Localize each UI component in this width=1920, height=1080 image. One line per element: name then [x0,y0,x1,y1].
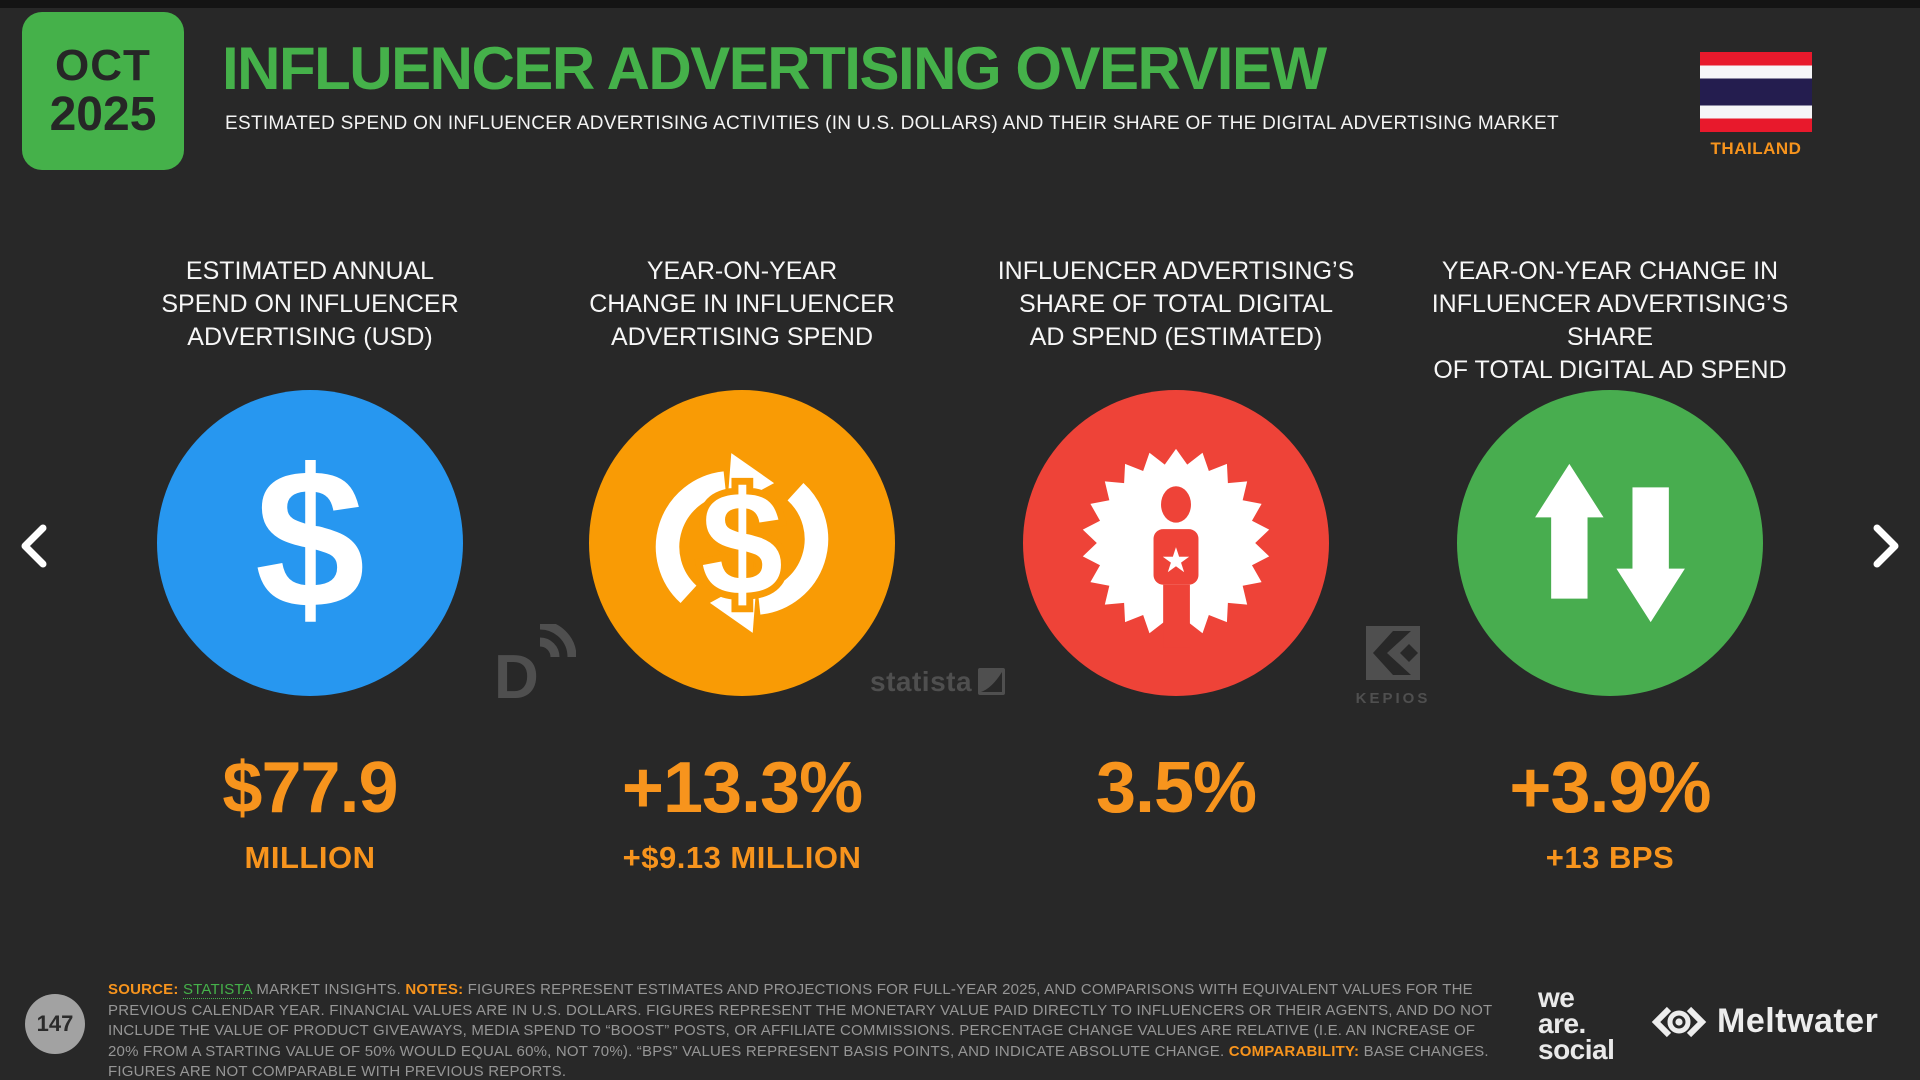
stat-column-yoy-share-change: YEAR-ON-YEAR CHANGE IN INFLUENCER ADVERT… [1390,255,1830,935]
svg-text:$: $ [701,461,783,626]
datareportal-watermark-icon: D [494,620,577,712]
stat-label: YEAR-ON-YEAR CHANGE IN INFLUENCER ADVERT… [589,257,895,351]
source-link-statista[interactable]: STATISTA [182,981,253,999]
stat-value: +3.9% [1509,748,1711,828]
stat-value: $77.9 [222,748,398,828]
page-subtitle: ESTIMATED SPEND ON INFLUENCER ADVERTISIN… [225,113,1559,134]
kepios-logo-icon [1366,626,1420,680]
footer-notes: SOURCE: STATISTA MARKET INSIGHTS. NOTES:… [108,980,1508,1080]
dollar-cycle-icon: $ [589,390,895,696]
stat-value: 3.5% [1095,748,1257,828]
statista-watermark-text: statista [870,666,973,697]
stat-subvalue: +$9.13 MILLION [622,840,862,875]
comparability-text: BASE CHANGES. FIGURES ARE NOT COMPARABLE… [108,1042,1489,1080]
statista-logo-icon [978,668,1006,695]
kepios-watermark: KEPIOS [1352,626,1434,707]
stat-label: YEAR-ON-YEAR CHANGE IN INFLUENCER ADVERT… [1431,257,1789,384]
page-title: INFLUENCER ADVERTISING OVERVIEW [222,35,1327,102]
source-label: SOURCE: [108,981,183,998]
person-badge-icon: ★ [1023,390,1329,696]
source-after: MARKET INSIGHTS. [252,981,406,998]
date-badge: OCT 2025 [22,12,184,170]
kepios-watermark-text: KEPIOS [1355,690,1431,707]
page-number-badge: 147 [25,994,85,1054]
comparability-label: COMPARABILITY: [1228,1042,1364,1060]
stat-label: ESTIMATED ANNUAL SPEND ON INFLUENCER ADV… [161,257,459,351]
stat-subvalue: MILLION [244,840,376,875]
country-label: THAILAND [1710,139,1802,158]
chevron-left-icon [21,524,47,568]
badge-month: OCT [55,41,151,90]
stat-column-share-of-ad-spend: INFLUENCER ADVERTISING’S SHARE OF TOTAL … [956,255,1396,935]
meltwater-logo-text: Meltwater [1717,1002,1879,1040]
thailand-flag-icon [1700,52,1812,132]
meltwater-logo-icon [1651,1006,1707,1037]
next-slide-button[interactable] [1872,523,1902,569]
up-down-arrows-icon [1457,390,1763,696]
stat-column-annual-spend: ESTIMATED ANNUAL SPEND ON INFLUENCER ADV… [90,255,530,935]
stat-value: +13.3% [621,748,863,828]
stat-label: INFLUENCER ADVERTISING’S SHARE OF TOTAL … [997,257,1355,351]
chevron-right-icon [1873,524,1899,568]
dollar-icon: $ [157,390,463,696]
svg-text:★: ★ [1161,541,1192,581]
stat-column-yoy-spend-change: YEAR-ON-YEAR CHANGE IN INFLUENCER ADVERT… [522,255,962,935]
statista-watermark: statista [870,666,1006,697]
meltwater-logo: Meltwater [1650,1002,1878,1041]
top-strip [0,0,1920,8]
we-are-social-logo: we are. social [1538,982,1615,1065]
stat-subvalue: +13 BPS [1545,840,1675,875]
prev-slide-button[interactable] [18,523,48,569]
badge-year: 2025 [49,88,157,141]
notes-text: FIGURES REPRESENT ESTIMATES AND PROJECTI… [108,981,1493,1060]
svg-text:D: D [494,643,539,700]
notes-label: NOTES: [405,981,468,998]
